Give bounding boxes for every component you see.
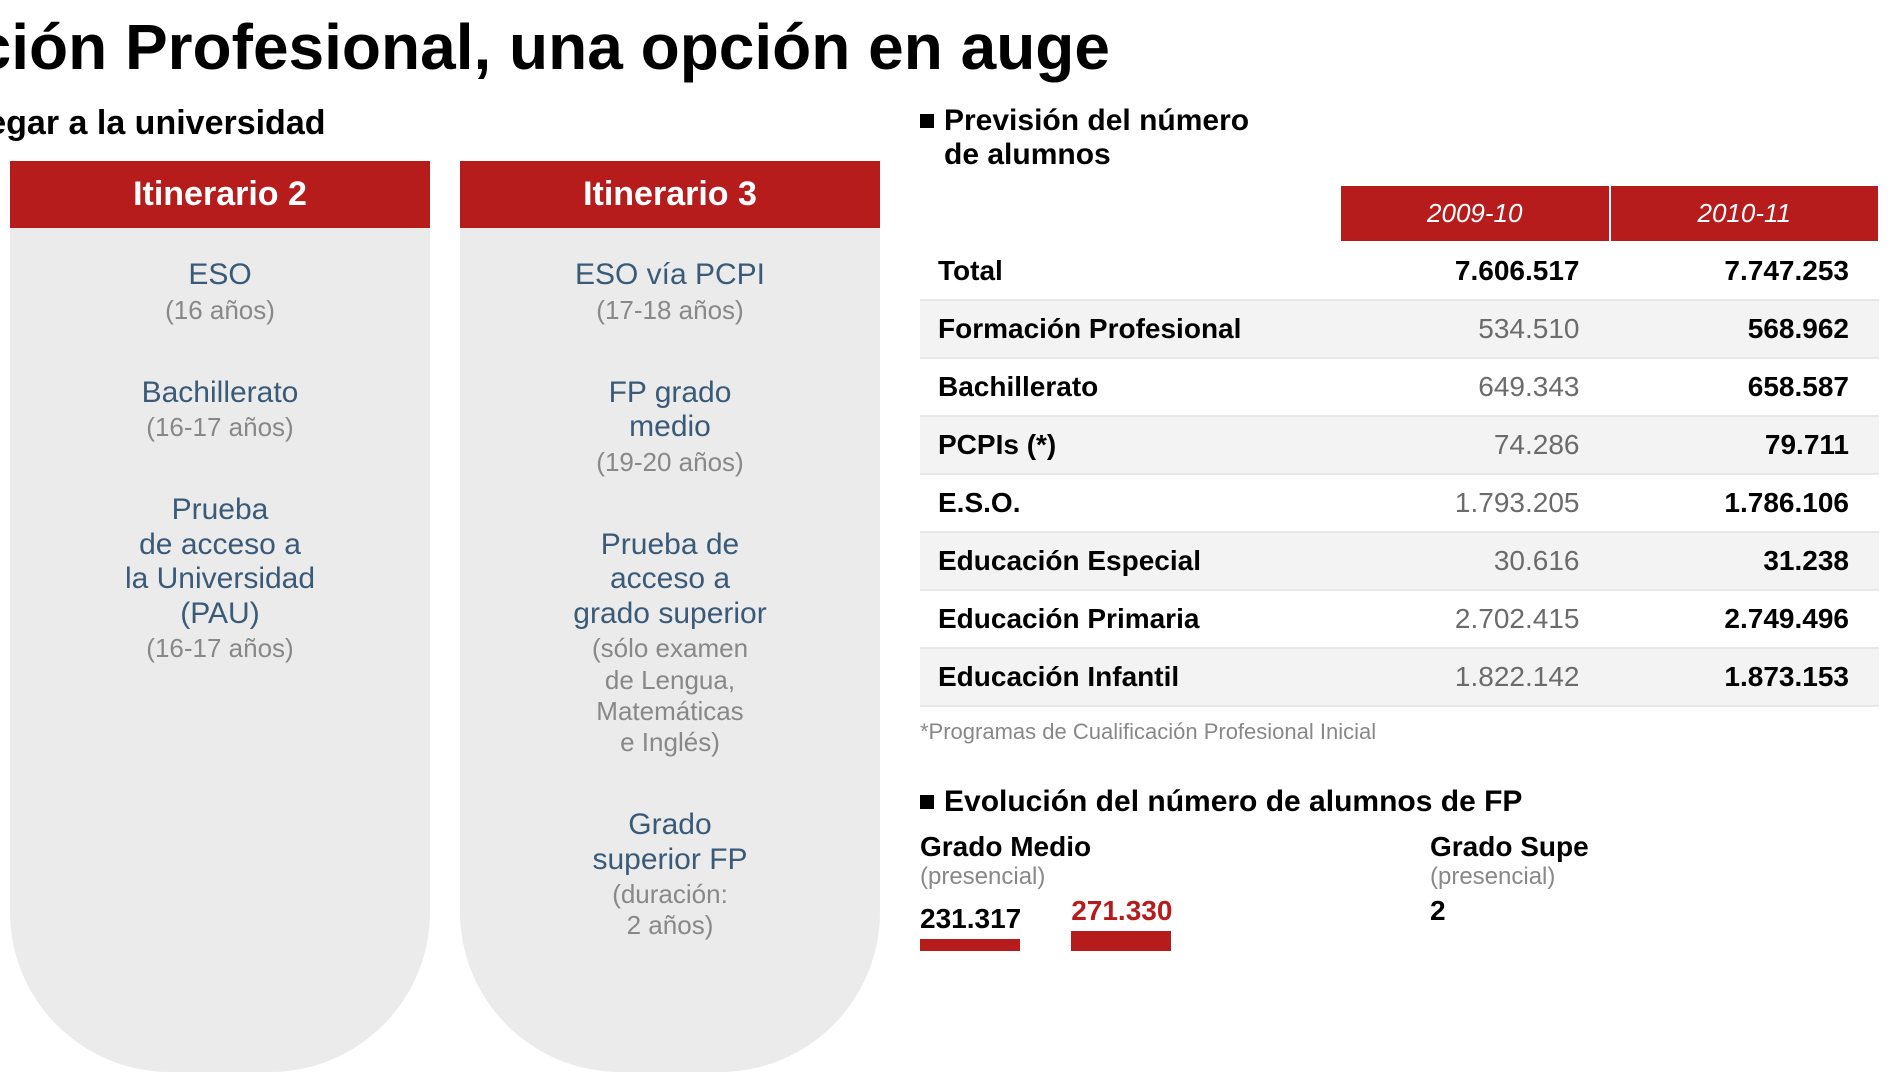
table-row-label: E.S.O.: [920, 474, 1340, 532]
stage-title: Gradosuperior FP: [480, 808, 860, 877]
table-row: Bachillerato649.343658.587: [920, 358, 1879, 416]
evolution-group-title: Grado Medio: [920, 831, 1370, 863]
table-cell-value: 649.343: [1340, 358, 1610, 416]
table-row: Educación Especial30.61631.238: [920, 532, 1879, 590]
evolution-value: 2: [1430, 895, 1446, 927]
forecast-header-text: Previsión del númerode alumnos: [944, 104, 1249, 172]
evolution-value: 231.317: [920, 903, 1021, 935]
table-row: Total7.606.5177.747.253: [920, 242, 1879, 300]
forecast-footnote: *Programas de Cualificación Profesional …: [920, 719, 1880, 745]
evolution-group: Grado Supe(presencial) 2: [1430, 831, 1880, 951]
stage-title: Bachillerato: [30, 376, 410, 411]
table-cell-value: 7.606.517: [1340, 242, 1610, 300]
itinerary-header: Itinerario 3: [460, 161, 880, 228]
table-row-label: Formación Profesional: [920, 300, 1340, 358]
itinerary-columns: Itinerario 2ESO(16 años)Bachillerato(16-…: [0, 161, 880, 1072]
bullet-icon: [920, 114, 934, 128]
table-cell-value: 568.962: [1610, 300, 1880, 358]
itinerary-stage: ESO vía PCPI(17-18 años): [480, 258, 860, 326]
evolution-values: 2: [1430, 895, 1880, 927]
stage-subtitle: (sólo examende Lengua,Matemáticase Inglé…: [480, 633, 860, 758]
evolution-group-subtitle: (presencial): [1430, 863, 1880, 891]
stage-title: ESO vía PCPI: [480, 258, 860, 293]
itinerary-stage: Gradosuperior FP(duración:2 años): [480, 808, 860, 941]
itinerary-stage: Prueba deacceso agrado superior(sólo exa…: [480, 528, 860, 758]
table-row: E.S.O.1.793.2051.786.106: [920, 474, 1879, 532]
page-title: ación Profesional, una opción en auge: [0, 0, 1900, 104]
table-cell-value: 2.702.415: [1340, 590, 1610, 648]
content-row: a llegar a la universidad Itinerario 2 ES…: [0, 104, 1900, 1072]
table-row: Educación Infantil1.822.1421.873.153: [920, 648, 1879, 706]
stage-title: Prueba deacceso agrado superior: [480, 528, 860, 632]
evolution-header-text: Evolución del número de alumnos de FP: [944, 785, 1522, 819]
table-row-label: PCPIs (*): [920, 416, 1340, 474]
table-row-label: Educación Especial: [920, 532, 1340, 590]
table-cell-value: 79.711: [1610, 416, 1880, 474]
evolution-value-wrap: 271.330: [1071, 895, 1172, 951]
table-row-label: Total: [920, 242, 1340, 300]
evolution-group-title: Grado Supe: [1430, 831, 1880, 863]
table-cell-value: 30.616: [1340, 532, 1610, 590]
table-row: Formación Profesional534.510568.962: [920, 300, 1879, 358]
table-row-label: Educación Primaria: [920, 590, 1340, 648]
table-cell-value: 1.793.205: [1340, 474, 1610, 532]
table-row-label: Bachillerato: [920, 358, 1340, 416]
stage-subtitle: (19-20 años): [480, 447, 860, 478]
forecast-table-head: 2009-10 2010-11: [920, 185, 1879, 242]
evolution-values: 231.317 271.330: [920, 895, 1370, 951]
itinerary-stage: FP gradomedio(19-20 años): [480, 376, 860, 478]
evolution-value-wrap: 231.317: [920, 903, 1021, 951]
evolution-group: Grado Medio(presencial) 231.317 271.330: [920, 831, 1370, 951]
forecast-table: 2009-10 2010-11 Total7.606.5177.747.253F…: [920, 184, 1880, 707]
itinerary-stage: Pruebade acceso ala Universidad(PAU)(16-…: [30, 493, 410, 664]
evolution-value-wrap: 2: [1430, 895, 1446, 927]
table-row: PCPIs (*)74.28679.711: [920, 416, 1879, 474]
stage-subtitle: (17-18 años): [480, 295, 860, 326]
itinerary-stage: ESO(16 años): [30, 258, 410, 326]
table-cell-value: 74.286: [1340, 416, 1610, 474]
table-blank-header: [920, 185, 1340, 242]
evolution-value: 271.330: [1071, 895, 1172, 927]
stage-title: ESO: [30, 258, 410, 293]
itineraries-section: a llegar a la universidad Itinerario 2 ES…: [0, 104, 880, 1072]
itinerary-column-3: Itinerario 3 ESO vía PCPI(17-18 años) FP g…: [460, 161, 880, 1072]
stage-subtitle: (duración:2 años): [480, 879, 860, 941]
itineraries-subtitle: a llegar a la universidad: [0, 104, 880, 143]
evolution-row: Grado Medio(presencial)231.317271.330Gra…: [920, 831, 1880, 951]
itinerary-column-2: Itinerario 2ESO(16 años)Bachillerato(16-…: [10, 161, 430, 1072]
right-section: Previsión del númerode alumnos 2009-10 2…: [920, 104, 1900, 1072]
stage-title: FP gradomedio: [480, 376, 860, 445]
table-cell-value: 1.786.106: [1610, 474, 1880, 532]
table-cell-value: 534.510: [1340, 300, 1610, 358]
bullet-icon: [920, 795, 934, 809]
table-row: Educación Primaria2.702.4152.749.496: [920, 590, 1879, 648]
stage-title: Pruebade acceso ala Universidad(PAU): [30, 493, 410, 631]
stage-subtitle: (16-17 años): [30, 633, 410, 664]
evolution-header: Evolución del número de alumnos de FP: [920, 785, 1880, 819]
table-cell-value: 31.238: [1610, 532, 1880, 590]
stage-subtitle: (16-17 años): [30, 412, 410, 443]
table-cell-value: 2.749.496: [1610, 590, 1880, 648]
itinerary-stage: Bachillerato(16-17 años): [30, 376, 410, 444]
stage-subtitle: (16 años): [30, 295, 410, 326]
itinerary-header: Itinerario 2: [10, 161, 430, 228]
forecast-table-body: Total7.606.5177.747.253Formación Profesi…: [920, 242, 1879, 706]
table-year-header: 2010-11: [1610, 185, 1880, 242]
table-cell-value: 658.587: [1610, 358, 1880, 416]
table-row-label: Educación Infantil: [920, 648, 1340, 706]
evolution-group-subtitle: (presencial): [920, 863, 1370, 891]
table-cell-value: 1.873.153: [1610, 648, 1880, 706]
forecast-header: Previsión del númerode alumnos: [920, 104, 1880, 172]
table-year-header: 2009-10: [1340, 185, 1610, 242]
evolution-bar: [920, 939, 1020, 951]
table-cell-value: 1.822.142: [1340, 648, 1610, 706]
evolution-bar: [1071, 931, 1171, 951]
table-cell-value: 7.747.253: [1610, 242, 1880, 300]
